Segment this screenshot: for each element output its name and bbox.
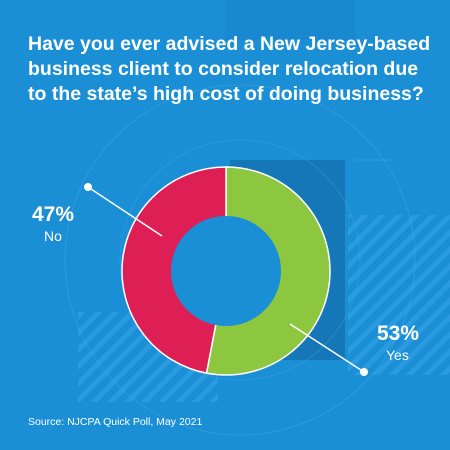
- bg-arc: [64, 84, 416, 436]
- chart-title: Have you ever advised a New Jersey-based…: [28, 33, 431, 105]
- donut-hole: [171, 216, 281, 326]
- leader-line-yes: [289, 323, 365, 373]
- legend-label-no: No: [44, 228, 62, 244]
- leader-dot-no: [84, 183, 92, 191]
- leader-line-no: [87, 186, 163, 237]
- bg-dark-block-top: [225, 0, 355, 40]
- source-note: Source: NJCPA Quick Poll, May 2021: [28, 416, 203, 428]
- data-label-yes-percent: 53%: [377, 322, 420, 345]
- leader-dot-yes: [360, 368, 368, 376]
- legend-label-yes: Yes: [386, 347, 409, 363]
- bg-stripe-block-right: [348, 215, 450, 375]
- bg-arc-inner: [119, 139, 361, 381]
- data-label-no-percent: 47%: [32, 203, 75, 226]
